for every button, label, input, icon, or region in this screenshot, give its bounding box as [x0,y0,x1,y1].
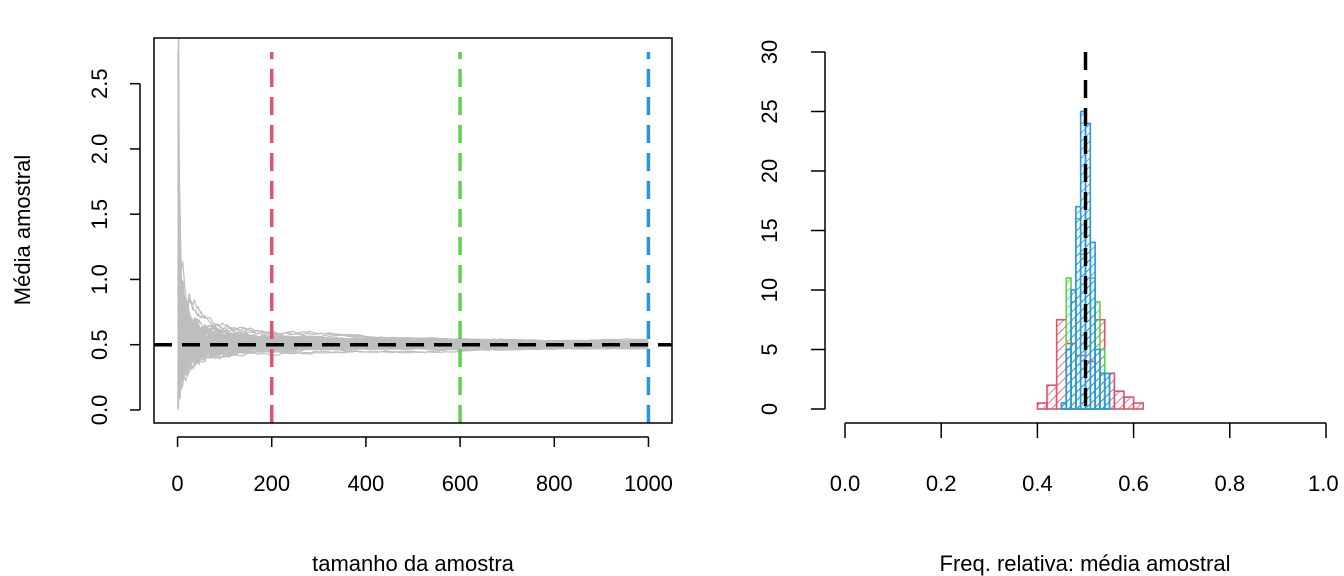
y-tick-label: 15 [757,218,782,242]
sample-mean-trace [177,323,649,392]
sample-mean-trace [177,293,649,399]
sample-mean-trace [177,346,649,409]
x-tick-label: 600 [442,471,479,496]
sample-mean-trace [177,322,649,388]
sample-mean-trace [177,156,649,347]
x-tick-label: 0.8 [1215,471,1246,496]
histogram-bar [1103,372,1111,410]
x-axis-title: tamanho da amostra [312,551,515,576]
sample-mean-trace [177,234,649,398]
sample-mean-trace [177,38,649,344]
x-tick-label: 1.0 [1308,471,1339,496]
y-tick-label: 20 [757,159,782,183]
y-tick-label: 10 [757,278,782,302]
y-axis: 0.0 0.5 1.0 1.5 2.0 2.5 [87,68,141,426]
sample-mean-trace [177,168,649,363]
y-axis: 0 5 10 15 20 25 30 [757,40,826,415]
histogram-bar [1089,241,1096,410]
sample-mean-trace [177,143,649,349]
y-tick-label: 0.5 [87,329,112,360]
sample-mean-convergence-panel: 0 200 400 600 800 1000 0.0 0.5 1.0 1.5 2.0 2.5 tam… [10,37,673,576]
sample-mean-trace [177,183,649,352]
sample-mean-trace [177,118,649,347]
histogram-bar [1132,402,1145,410]
x-tick-label: 0.0 [830,471,861,496]
y-tick-label: 5 [757,343,782,355]
histogram-bar [1055,318,1068,410]
sample-mean-trace [177,183,649,350]
sample-mean-trace [177,38,649,349]
sample-mean-trace [177,288,649,368]
x-tick-label: 800 [536,471,573,496]
x-tick-label: 0.6 [1118,471,1149,496]
sample-mean-trace [177,283,649,370]
y-tick-label: 30 [757,40,782,64]
histogram-bar [1123,396,1135,410]
histogram-bar [1036,402,1048,410]
y-tick-label: 0 [757,403,782,415]
sample-mean-histogram-panel: 0.0 0.2 0.4 0.6 0.8 1.0 0 5 10 15 20 25 30 Freq. re… [757,40,1339,576]
histogram-bar [1113,390,1125,410]
sample-mean-trace [177,319,649,386]
sample-mean-trace [177,116,649,349]
x-axis-title: Freq. relativa: média amostral [940,551,1231,576]
y-tick-label: 2.5 [87,68,112,99]
y-tick-label: 1.0 [87,264,112,295]
x-tick-label: 1000 [624,471,673,496]
y-tick-label: 1.5 [87,199,112,230]
x-tick-label: 0 [171,471,183,496]
x-tick-label: 0.2 [926,471,957,496]
x-tick-label: 200 [253,471,290,496]
sample-mean-trace [177,51,649,358]
plot-frame [153,37,673,424]
y-tick-label: 2.0 [87,134,112,165]
x-tick-label: 0.4 [1022,471,1053,496]
sample-mean-trace [177,313,649,409]
y-tick-label: 25 [757,99,782,123]
histogram-bars [1036,110,1145,410]
sample-mean-traces [177,38,649,410]
x-axis: 0.0 0.2 0.4 0.6 0.8 1.0 [830,422,1339,496]
y-tick-label: 0.0 [87,395,112,426]
y-axis-title: Média amostral [10,155,35,305]
x-axis: 0 200 400 600 800 1000 [171,436,673,496]
x-tick-label: 400 [348,471,385,496]
sample-mean-trace [177,288,649,368]
reference-lines [154,52,672,423]
histogram-bar [1046,384,1058,410]
